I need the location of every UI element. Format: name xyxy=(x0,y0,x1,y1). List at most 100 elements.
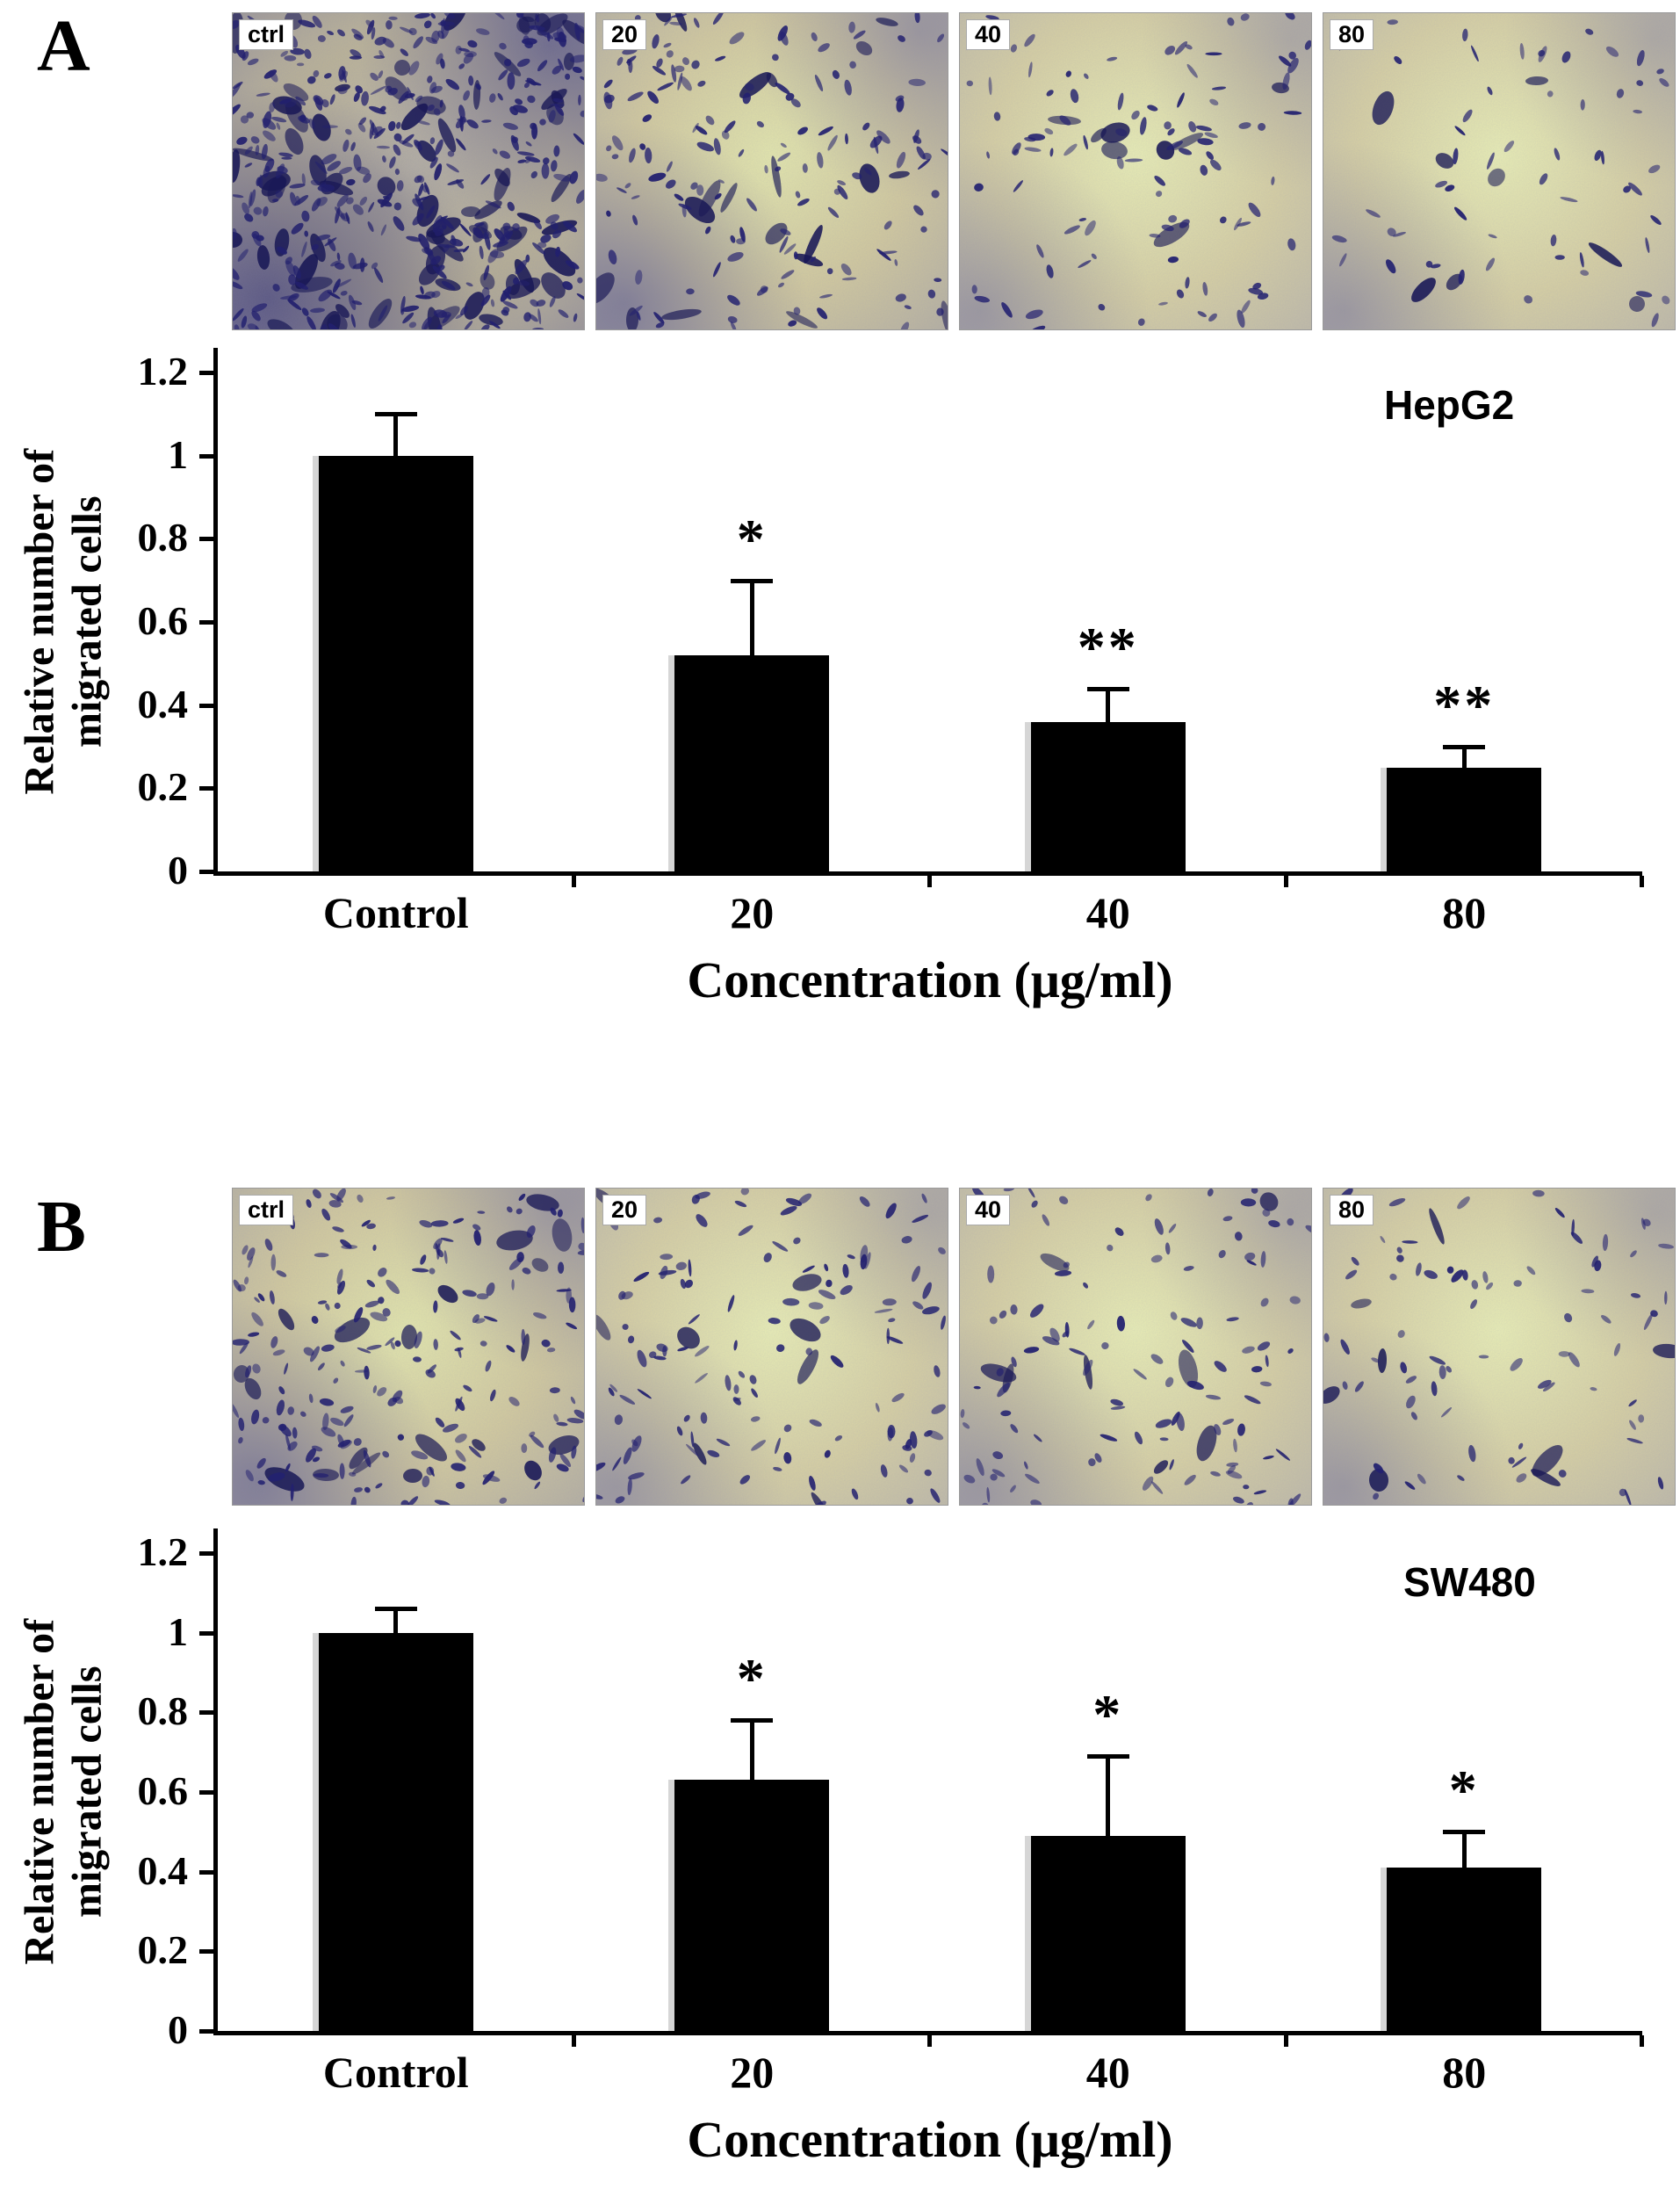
micrograph-label: 20 xyxy=(602,19,647,51)
bar xyxy=(1387,767,1542,871)
bar-highlight xyxy=(312,1632,319,2031)
significance-marker: ** xyxy=(1433,674,1496,736)
y-tick-label: 0.8 xyxy=(137,515,189,560)
micrograph-80: 80 xyxy=(1323,12,1676,330)
x-tick xyxy=(1640,876,1644,887)
x-tick-label: 80 xyxy=(1442,2048,1487,2097)
x-tick-label: 20 xyxy=(730,2048,775,2097)
y-tick xyxy=(199,1790,213,1795)
x-tick-label: Control xyxy=(322,2048,469,2097)
significance-marker: * xyxy=(1092,1683,1124,1746)
micrograph-label: 20 xyxy=(602,1195,647,1226)
y-tick xyxy=(199,786,213,791)
plot-area: 0 0.2 0.4 0.6 0.8 1 1.2 Control * 20 ** 40 ** 80 HepG2… xyxy=(16,348,1644,1008)
error-bar-cap xyxy=(731,578,774,583)
error-bar-cap xyxy=(1443,745,1486,749)
y-tick-label: 0.2 xyxy=(137,1927,189,1973)
cells-image xyxy=(233,13,584,329)
micrograph-label: 40 xyxy=(966,19,1011,51)
y-tick-label: 1 xyxy=(168,431,188,477)
y-tick xyxy=(199,1630,213,1636)
bar-highlight xyxy=(1381,1868,1388,2031)
bar xyxy=(318,455,473,871)
panel-a-letter: A xyxy=(37,5,90,87)
micrograph-40: 40 xyxy=(959,1188,1312,1506)
error-bar-line xyxy=(749,580,754,666)
error-bar-cap xyxy=(1086,1754,1129,1760)
x-tick-label: 20 xyxy=(730,888,775,937)
x-tick xyxy=(927,2035,932,2047)
y-tick xyxy=(199,703,213,708)
cells-image xyxy=(1323,13,1675,329)
cells-image xyxy=(596,13,948,329)
bar xyxy=(1030,721,1186,871)
cells-image xyxy=(596,1189,948,1505)
panel-a: A ctrl 20 40 80 0 0.2 0.4 0.6 0.8 1 1.2 Control * 20 *… xyxy=(16,5,1676,1008)
x-tick-label: Control xyxy=(322,888,469,937)
bar-highlight xyxy=(1381,767,1388,871)
cells-image xyxy=(233,1189,584,1505)
error-bar-cap xyxy=(731,1718,774,1723)
panel-b: B ctrl 20 40 80 0 0.2 0.4 0.6 0.8 1 1.2 Control * 20 *… xyxy=(0,1102,1680,2204)
error-bar-cap xyxy=(374,1607,417,1612)
bar-highlight xyxy=(668,1780,675,2031)
error-bar-line xyxy=(1106,688,1111,733)
y-tick-label: 0.2 xyxy=(137,764,189,810)
x-axis xyxy=(213,871,1642,876)
y-tick xyxy=(199,2029,213,2034)
micrograph-20: 20 xyxy=(595,1188,948,1506)
x-axis-label: Concentration (μg/ml) xyxy=(687,2111,1173,2168)
y-tick-label: 0 xyxy=(168,2007,188,2052)
y-tick xyxy=(199,537,213,542)
bar xyxy=(674,654,830,871)
y-axis-label: Relative number of migrated cells xyxy=(16,1618,110,1965)
y-tick xyxy=(199,620,213,625)
plot-area: 0 0.2 0.4 0.6 0.8 1 1.2 Control * 20 * 40 * 80 SW480 Co… xyxy=(16,1528,1644,2168)
cell-line-label: SW480 xyxy=(1403,1559,1536,1605)
significance-marker: * xyxy=(736,507,768,570)
y-tick-label: 1 xyxy=(168,1608,188,1654)
x-axis-label: Concentration (μg/ml) xyxy=(687,951,1173,1008)
y-tick xyxy=(199,453,213,459)
cells-image xyxy=(960,1189,1311,1505)
bar-highlight xyxy=(1024,1835,1031,2031)
bar xyxy=(1030,1835,1186,2031)
bar-highlight xyxy=(668,654,675,871)
x-tick xyxy=(1640,2035,1644,2047)
error-bar-line xyxy=(393,1608,399,1644)
cells-image xyxy=(960,13,1311,329)
micrograph-label: 80 xyxy=(1330,1195,1374,1226)
x-tick xyxy=(927,876,932,887)
bar xyxy=(674,1780,830,2031)
x-axis xyxy=(213,2031,1642,2035)
micrograph-label: ctrl xyxy=(239,19,294,51)
significance-marker: * xyxy=(736,1647,768,1710)
bar xyxy=(318,1632,473,2031)
error-bar-cap xyxy=(1443,1830,1486,1835)
y-tick-label: 0.4 xyxy=(137,681,189,726)
x-tick-label: 80 xyxy=(1442,888,1487,937)
x-tick-label: 40 xyxy=(1085,888,1130,937)
micrograph-label: 40 xyxy=(966,1195,1011,1226)
y-axis xyxy=(213,1528,218,2031)
bar xyxy=(1387,1868,1542,2031)
panel-b-letter: B xyxy=(37,1186,87,1268)
micrograph-label: ctrl xyxy=(239,1195,294,1226)
significance-marker: ** xyxy=(1077,615,1139,678)
x-tick xyxy=(571,876,576,887)
y-tick xyxy=(199,371,213,375)
x-tick-label: 40 xyxy=(1085,2048,1130,2097)
x-tick xyxy=(1283,876,1288,887)
micrograph-20: 20 xyxy=(595,12,948,330)
micrograph-ctrl: ctrl xyxy=(232,1188,585,1506)
y-tick-label: 0.6 xyxy=(137,1768,189,1813)
y-tick xyxy=(199,1869,213,1875)
micrograph-ctrl: ctrl xyxy=(232,12,585,330)
y-tick-label: 1.2 xyxy=(137,349,189,394)
y-tick-label: 1.2 xyxy=(137,1529,189,1574)
micrograph-label: 80 xyxy=(1330,19,1374,51)
error-bar-line xyxy=(1461,1832,1467,1879)
y-tick-label: 0.4 xyxy=(137,1847,189,1893)
bar-highlight xyxy=(1024,721,1031,871)
y-tick xyxy=(199,1710,213,1716)
